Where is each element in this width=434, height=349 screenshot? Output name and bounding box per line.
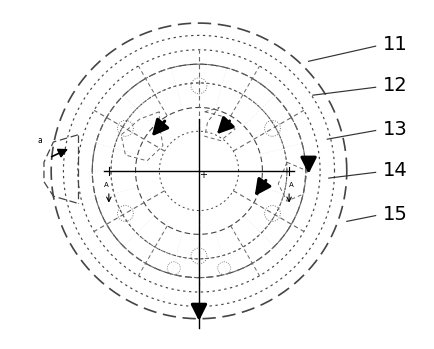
Text: a: a <box>38 136 43 146</box>
Text: 14: 14 <box>383 161 408 180</box>
Text: A: A <box>104 182 109 188</box>
Text: A: A <box>289 182 294 188</box>
Text: 13: 13 <box>383 120 408 139</box>
Text: +: + <box>199 170 207 179</box>
Text: 15: 15 <box>383 205 408 224</box>
Text: 11: 11 <box>383 35 408 54</box>
Text: 12: 12 <box>383 76 408 95</box>
